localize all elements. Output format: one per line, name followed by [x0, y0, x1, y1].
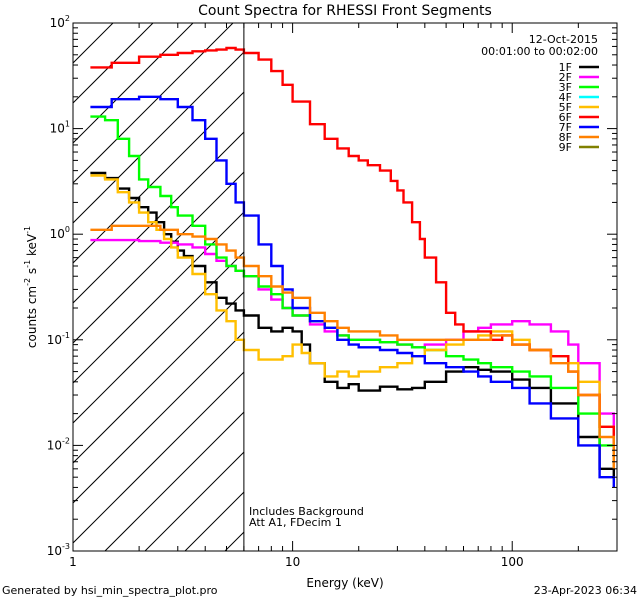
x-tick-label: 10 — [285, 555, 300, 569]
chart-title: Count Spectra for RHESSI Front Segments — [198, 3, 492, 19]
y-tick-base: 10 — [50, 122, 65, 136]
legend-label-5F: 5F — [559, 101, 572, 114]
hatch-line — [73, 331, 245, 504]
x-tick-labels: 10 100 1 — [69, 555, 523, 569]
y-tick-base: 10 — [47, 438, 62, 452]
y-tick-label: 10-3 — [47, 542, 70, 558]
legend-label-8F: 8F — [559, 131, 572, 144]
hatched-region — [73, 23, 245, 551]
date-label: 12-Oct-2015 — [529, 33, 598, 46]
hatch-line — [73, 23, 234, 184]
legend-label-4F: 4F — [559, 91, 572, 104]
y-tick-exp: -3 — [62, 542, 70, 551]
y-tick-base: 10 — [50, 227, 65, 241]
y-tick-label: 102 — [50, 14, 70, 30]
y-tick-base: 10 — [47, 333, 62, 347]
y-label-part-2: s — [25, 268, 39, 278]
legend-label-6F: 6F — [559, 111, 572, 124]
hatch-line — [73, 23, 114, 64]
y-label-part-3: keV — [25, 233, 39, 260]
y-tick-exp: 2 — [65, 14, 70, 23]
hatch-line — [73, 291, 245, 464]
annotation-attenuator: Att A1, FDecim 1 — [249, 516, 342, 529]
y-tick-base: 10 — [50, 16, 65, 30]
hatch-line — [144, 451, 245, 551]
legend-label-7F: 7F — [559, 121, 572, 134]
legend-label-2F: 2F — [559, 71, 572, 84]
generated-by-label: Generated by hsi_min_spectra_plot.pro — [2, 584, 218, 597]
hatch-line — [73, 251, 245, 424]
y-tick-exp: 1 — [65, 120, 70, 129]
x-tick-label: 1 — [69, 555, 77, 569]
y-label-sup-2: -1 — [23, 260, 32, 268]
series-line-1F — [90, 171, 615, 478]
y-tick-label: 10-2 — [47, 436, 70, 452]
axis-ticks — [72, 22, 618, 552]
hatch-line — [184, 491, 245, 551]
y-tick-exp: 0 — [65, 225, 70, 234]
hatch-line — [73, 371, 245, 544]
y-tick-exp: -1 — [62, 331, 70, 340]
y-tick-base: 10 — [47, 544, 62, 558]
series-lines — [90, 46, 615, 488]
legend-label-1F: 1F — [559, 61, 572, 74]
x-tick-label: 100 — [501, 555, 524, 569]
legend-label-9F: 9F — [559, 141, 572, 154]
y-axis-label: counts cm-2 s-1 keV-1 — [23, 226, 39, 348]
plot-frame — [72, 22, 618, 552]
hatch-line — [73, 91, 245, 264]
x-axis-label: Energy (keV) — [306, 576, 383, 590]
hatch-line — [104, 411, 245, 551]
hatch-line — [73, 51, 245, 224]
y-label-part-1: counts cm — [25, 286, 39, 348]
time-range-label: 00:01:00 to 00:02:00 — [481, 45, 598, 58]
hatch-line — [73, 23, 194, 144]
footer-timestamp: 23-Apr-2023 06:34 — [534, 584, 637, 597]
series-line-8F — [90, 224, 615, 469]
hatch-line — [224, 531, 245, 551]
annotation-background: Includes Background — [249, 505, 364, 518]
hatch-line — [73, 171, 245, 344]
y-label-sup-1: -2 — [23, 278, 32, 286]
y-tick-label: 10-1 — [47, 331, 70, 347]
series-line-5F — [90, 174, 615, 469]
y-tick-exp: -2 — [62, 436, 70, 445]
y-label-sup-3: -1 — [23, 226, 32, 234]
legend-label-3F: 3F — [559, 81, 572, 94]
y-tick-label: 100 — [50, 225, 70, 241]
y-tick-label: 101 — [50, 120, 70, 136]
series-line-3F — [90, 115, 615, 469]
